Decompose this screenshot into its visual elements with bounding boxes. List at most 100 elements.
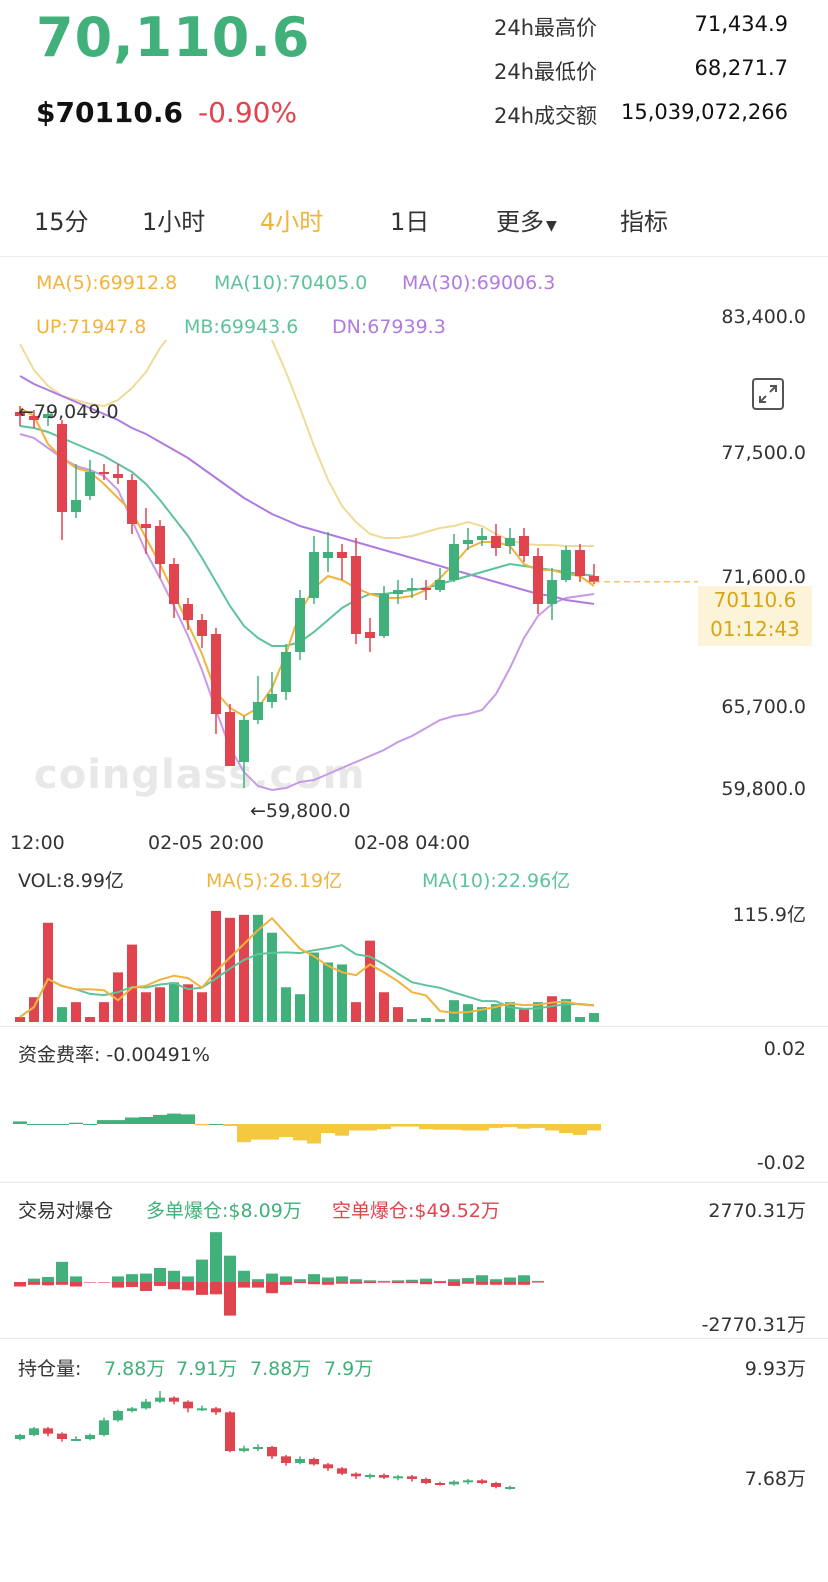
oi-candle-body	[449, 1481, 459, 1485]
volume-bar	[421, 1018, 431, 1022]
short-liquidation-bar	[140, 1282, 152, 1291]
funding-bar	[27, 1124, 41, 1125]
candle-body	[589, 576, 599, 582]
short-liquidation-bar	[392, 1282, 404, 1284]
long-liquidation-bar	[532, 1280, 544, 1282]
funding-bar	[279, 1124, 293, 1137]
short-liquidation-bar	[224, 1282, 236, 1316]
divider	[0, 1338, 828, 1339]
volume-chart[interactable]	[0, 900, 828, 1025]
long-liquidation-bar	[182, 1276, 194, 1282]
tab-1d[interactable]: 1日	[390, 208, 430, 236]
y-tick: 59,800.0	[721, 778, 806, 800]
candle-body	[113, 474, 123, 478]
candle-body	[85, 472, 95, 496]
volume-bar	[589, 1013, 599, 1022]
volume-bar	[351, 1002, 361, 1022]
tab-4h[interactable]: 4小时	[260, 208, 324, 236]
funding-bar	[503, 1124, 517, 1128]
liquidation-y-min: -2770.31万	[701, 1314, 806, 1336]
funding-bar	[461, 1124, 475, 1131]
candle-body	[71, 500, 81, 512]
candle-body	[57, 424, 67, 512]
boll-dn-label: DN:67939.3	[332, 316, 446, 338]
funding-rate-chart[interactable]	[0, 1066, 828, 1186]
candle-body	[379, 594, 389, 636]
oi-candle-body	[393, 1476, 403, 1479]
short-liquidation-bar	[56, 1282, 68, 1285]
long-liquidation-bar	[294, 1279, 306, 1282]
volume-bar	[15, 1017, 25, 1022]
oi-candle-body	[309, 1459, 319, 1465]
long-liquidation-bar	[252, 1279, 264, 1282]
candle-body	[449, 544, 459, 580]
funding-bar	[251, 1124, 265, 1140]
volume-bar	[43, 922, 53, 1022]
funding-bar	[517, 1124, 531, 1129]
candle-body	[351, 556, 361, 634]
short-liquidation-bar	[364, 1282, 376, 1284]
oi-candle-body	[463, 1480, 473, 1483]
funding-bar	[83, 1124, 97, 1125]
volume-bar	[365, 940, 375, 1022]
volume-bar	[197, 992, 207, 1022]
max-price-marker: ←79,049.0	[18, 401, 119, 423]
watermark: coinglass.com	[34, 752, 366, 798]
candle-body	[421, 588, 431, 590]
stat-value-24h-high: 71,434.9	[694, 12, 788, 36]
funding-bar	[69, 1122, 83, 1124]
oi-candle-body	[267, 1447, 277, 1457]
ma30-label: MA(30):69006.3	[402, 272, 556, 294]
tab-more[interactable]: 更多 ▼	[496, 202, 557, 237]
short-liquidation-bar	[448, 1282, 460, 1286]
volume-bar	[57, 1007, 67, 1022]
volume-bar	[85, 1017, 95, 1022]
x-tick: 12:00	[10, 832, 65, 854]
oi-candle-body	[253, 1447, 263, 1449]
liquidation-label: 交易对爆仓	[18, 1200, 114, 1222]
interval-tabs: 15分 1小时 4小时 1日 更多 ▼ 指标	[0, 180, 828, 410]
fullscreen-icon[interactable]	[752, 378, 784, 410]
volume-bar	[393, 1007, 403, 1022]
volume-bar	[183, 984, 193, 1022]
funding-bar	[209, 1124, 223, 1125]
candle-body	[225, 712, 235, 766]
x-tick: 02-05 20:00	[148, 832, 265, 854]
current-price-value: 70110.6	[713, 588, 797, 612]
long-liquidation-bar	[112, 1276, 124, 1282]
oi-candle-body	[421, 1479, 431, 1483]
ma30-line	[19, 375, 595, 605]
divider	[0, 1026, 828, 1027]
candlestick-chart[interactable]	[0, 340, 828, 830]
y-tick: 65,700.0	[721, 696, 806, 718]
ma10-label: MA(10):70405.0	[214, 272, 368, 294]
volume-bar	[99, 1002, 109, 1022]
long-liquidation-bar	[322, 1277, 334, 1282]
oi-high-value: 7.91万	[176, 1358, 238, 1380]
funding-bar	[419, 1124, 433, 1130]
long-liquidation-bar	[28, 1278, 40, 1282]
funding-label: 资金费率: -0.00491%	[18, 1040, 210, 1067]
short-liquidation-bar	[14, 1282, 26, 1287]
oi-candle-body	[197, 1408, 207, 1411]
candle-body	[155, 526, 165, 564]
open-interest-chart[interactable]	[0, 1378, 828, 1508]
candle-body	[435, 580, 445, 590]
liquidation-chart[interactable]	[0, 1220, 828, 1340]
candle-body	[29, 416, 39, 420]
funding-bar	[125, 1117, 139, 1124]
oi-candle-body	[477, 1480, 487, 1483]
tab-1h[interactable]: 1小时	[142, 208, 206, 236]
short-liquidation-bar	[420, 1282, 432, 1285]
tab-15m[interactable]: 15分	[34, 208, 89, 236]
oi-candle-body	[295, 1459, 305, 1463]
tab-indicators[interactable]: 指标	[620, 208, 668, 236]
volume-bar	[337, 964, 347, 1022]
ma5-label: MA(5):69912.8	[36, 272, 178, 294]
candle-body	[533, 556, 543, 604]
candle-body	[547, 580, 557, 604]
short-liquidation-bar	[154, 1282, 166, 1286]
candle-body	[127, 480, 137, 524]
long-liquidation-bar	[476, 1275, 488, 1282]
short-liquidation-bar	[462, 1282, 474, 1284]
